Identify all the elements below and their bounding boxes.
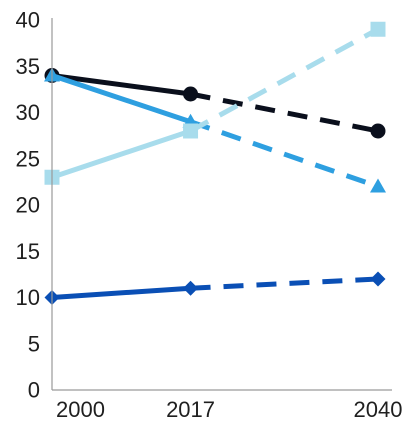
series-layer: [44, 21, 386, 305]
x-tick-label: 2017: [166, 397, 215, 421]
series-line: [51, 285, 191, 300]
series-3: [44, 21, 386, 185]
y-tick-label: 35: [16, 54, 40, 79]
series-line: [51, 128, 192, 180]
series-projection-line: [190, 91, 379, 134]
y-tick-label: 0: [28, 378, 40, 403]
x-tick-label: 2040: [354, 397, 403, 421]
y-axis-ticks: 0 5 10 15 20 25 30 35 40: [16, 8, 40, 403]
y-tick-label: 5: [28, 331, 40, 356]
y-tick-label: 30: [16, 100, 40, 125]
y-tick-label: 15: [16, 239, 40, 264]
data-point-diamond: [183, 280, 199, 296]
y-tick-label: 20: [16, 193, 40, 218]
data-point-square: [183, 123, 199, 139]
y-tick-label: 40: [16, 8, 40, 33]
x-tick-label: 2000: [56, 397, 105, 421]
x-axis-ticks: 2000 2017 2040: [56, 397, 402, 421]
y-tick-label: 25: [16, 146, 40, 171]
series-4: [44, 271, 386, 305]
series-line: [51, 73, 191, 97]
series-1: [44, 68, 386, 139]
y-tick-label: 10: [16, 285, 40, 310]
series-projection-line: [189, 27, 380, 134]
data-point-square: [370, 21, 386, 37]
series-projection-line: [190, 276, 379, 291]
data-point-triangle: [370, 178, 386, 193]
data-point-circle: [183, 86, 199, 102]
series-line: [51, 73, 192, 125]
series-projection-line: [189, 119, 379, 189]
data-point-circle: [370, 123, 386, 139]
data-point-diamond: [370, 271, 386, 287]
series-2: [44, 67, 386, 193]
axis-layer: [51, 18, 392, 391]
